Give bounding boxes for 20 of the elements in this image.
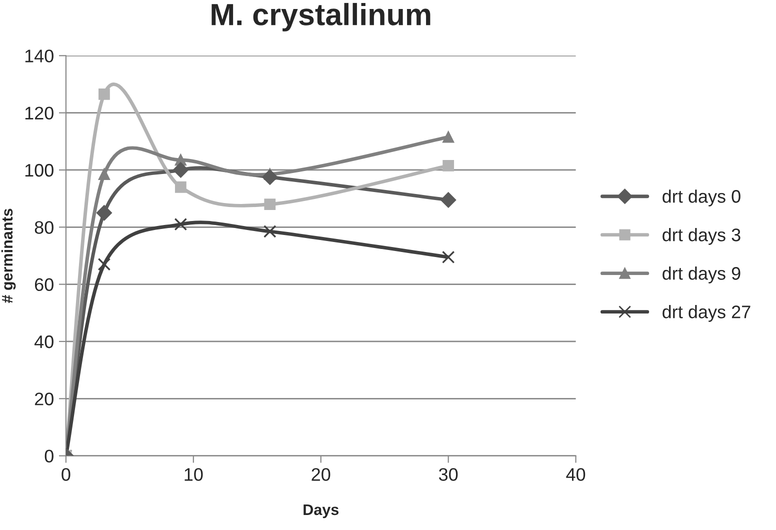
x-tick-label: 10 — [184, 468, 203, 481]
x-tick-label: 20 — [312, 468, 330, 481]
y-tick-label: 120 — [25, 106, 54, 120]
x-tick-label: 0 — [62, 468, 70, 481]
y-tick-label: 0 — [44, 450, 54, 463]
y-tick-label: 40 — [34, 335, 54, 348]
x-axis-title: Days — [304, 504, 339, 518]
y-tick-label: 100 — [25, 164, 54, 177]
y-tick-label: 80 — [34, 221, 54, 234]
legend-label: drt days 0 — [662, 190, 740, 206]
x-tick-label: 30 — [438, 468, 458, 481]
x-tick-label: 40 — [566, 468, 586, 481]
y-axis-title: # germinants — [1, 208, 16, 304]
legend-label: drt days 9 — [662, 266, 740, 284]
chart-title: M. crystallinum — [212, 2, 430, 32]
y-tick-label: 20 — [34, 392, 54, 406]
legend-label: drt days 3 — [662, 228, 740, 245]
y-tick-label: 140 — [25, 50, 54, 62]
legend-label: drt days 27 — [662, 305, 750, 322]
y-tick-label: 60 — [34, 278, 54, 292]
